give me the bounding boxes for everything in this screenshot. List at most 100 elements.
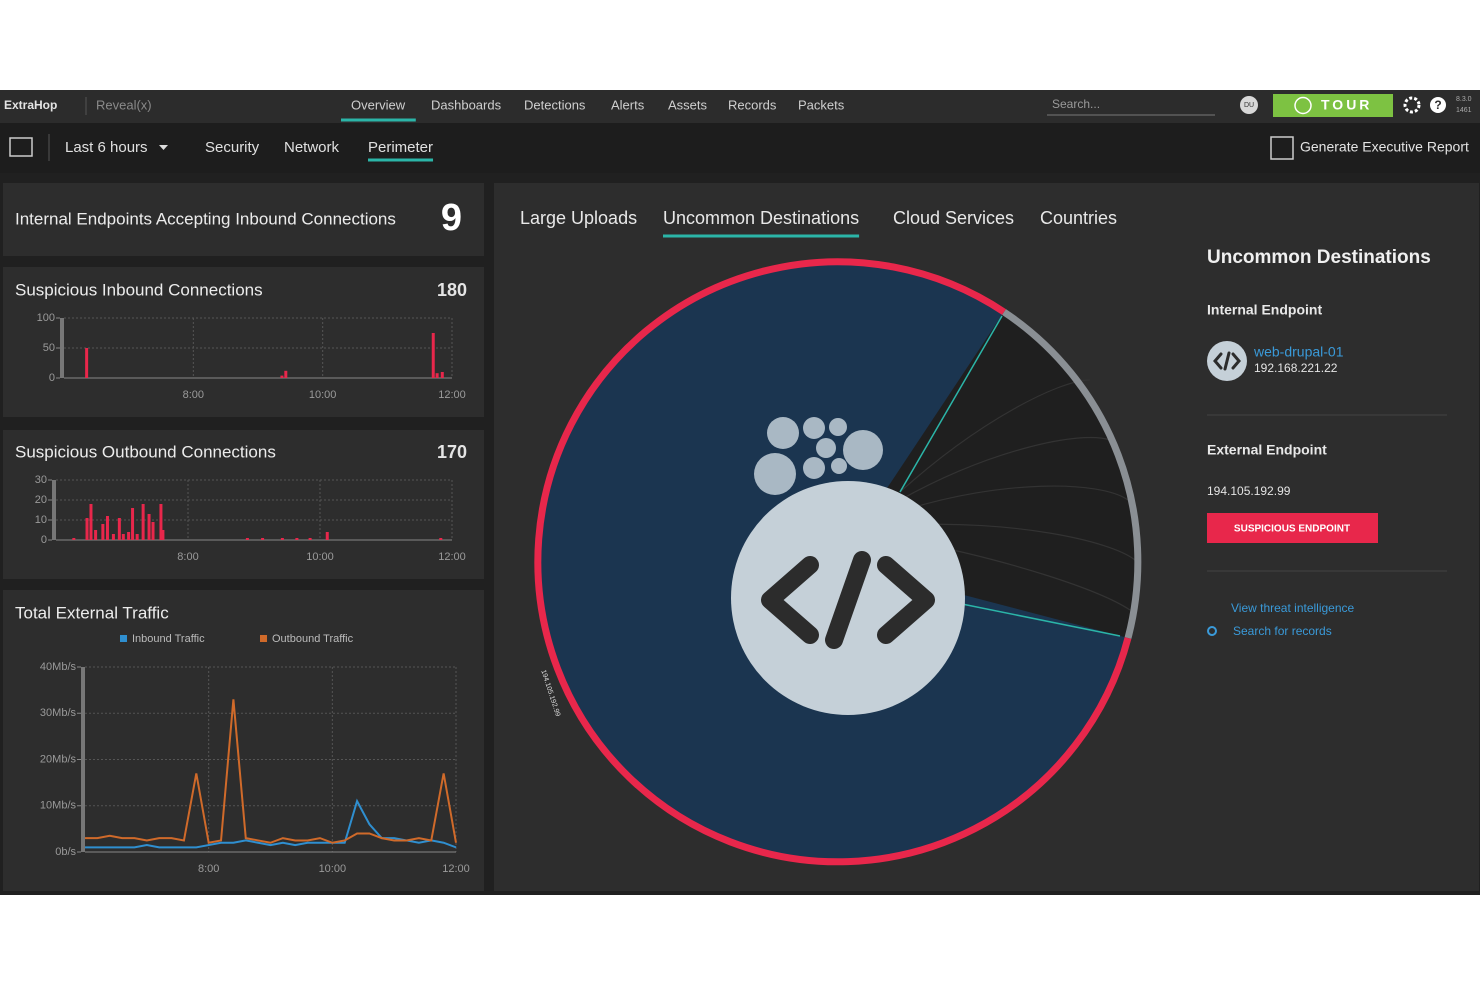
y-tick-label: 10 (35, 514, 47, 526)
bar (431, 333, 435, 378)
build: 1461 (1456, 107, 1472, 114)
panel (3, 430, 484, 579)
version: 8.3.0 (1456, 96, 1472, 103)
tab[interactable]: Large Uploads (520, 208, 637, 228)
badge (1207, 513, 1378, 543)
y-tick-label: 10Mb/s (40, 800, 77, 812)
threat-link[interactable]: View threat intelligence (1231, 601, 1355, 615)
avatar[interactable] (1240, 96, 1258, 114)
y-tick-label: 20 (35, 494, 47, 506)
y-axis (60, 318, 64, 378)
bar (135, 534, 139, 540)
bar (141, 504, 145, 540)
device-icons (754, 417, 883, 495)
bar (101, 524, 105, 540)
settings-icon[interactable] (1403, 96, 1421, 114)
x-tick-label: 10:00 (319, 863, 347, 875)
help-glyph: ? (1434, 98, 1441, 112)
big-number: 9 (441, 197, 462, 239)
bar (147, 514, 151, 540)
records-link[interactable]: Search for records (1233, 624, 1332, 638)
bar (127, 532, 131, 540)
legend-swatch (260, 635, 267, 642)
bar (151, 522, 155, 540)
nav-item[interactable]: Detections (524, 97, 586, 112)
bar (89, 504, 93, 540)
time-selector[interactable]: Last 6 hours (65, 139, 148, 156)
bar (111, 534, 115, 540)
nav-item[interactable]: Records (728, 97, 777, 112)
search[interactable]: Search... (1052, 97, 1100, 111)
y-tick-label: 0 (41, 534, 47, 546)
x-tick-label: 10:00 (306, 551, 334, 563)
report-icon[interactable] (1270, 136, 1294, 160)
nav-item[interactable]: Dashboards (431, 97, 502, 112)
avatar-text: DU (1244, 102, 1254, 109)
panel-title: Suspicious Outbound Connections (15, 442, 276, 461)
panel-title: Total External Traffic (15, 603, 169, 622)
bar (280, 538, 284, 540)
bar (284, 370, 288, 378)
bar (159, 504, 163, 540)
bar (121, 534, 125, 540)
brand[interactable]: ExtraHop (4, 98, 57, 112)
section-label: External Endpoint (1207, 442, 1327, 458)
bar (131, 508, 135, 540)
bar (439, 538, 443, 540)
search-icon (1207, 626, 1217, 636)
panel-total: 180 (437, 280, 467, 300)
tab[interactable]: Cloud Services (893, 208, 1014, 228)
bar (161, 530, 165, 540)
chord-edge (961, 603, 1121, 637)
line (85, 798, 457, 849)
tour-icon (1294, 96, 1312, 115)
bar (85, 518, 89, 540)
product: Reveal(x) (96, 97, 152, 112)
sidebar-icon[interactable] (9, 137, 33, 157)
details-title: Uncommon Destinations (1207, 247, 1431, 268)
bar (325, 532, 329, 540)
bar (85, 348, 89, 378)
sub-tab[interactable]: Perimeter (368, 139, 433, 156)
sub-tab[interactable]: Network (284, 139, 340, 156)
other-arc (1002, 309, 1142, 639)
legend-label: Inbound Traffic (132, 633, 205, 645)
bar (94, 530, 98, 540)
nav-item[interactable]: Alerts (611, 97, 645, 112)
chord-lines (899, 379, 1136, 611)
chord-edge (899, 315, 1003, 493)
badge-label: SUSPICIOUS ENDPOINT (1234, 524, 1350, 535)
tour-label: TOUR (1321, 97, 1372, 113)
bar (261, 538, 265, 540)
bar (295, 538, 299, 540)
tab[interactable]: Countries (1040, 208, 1117, 228)
report-link[interactable]: Generate Executive Report (1300, 139, 1469, 155)
y-tick-label: 30 (35, 474, 47, 486)
nav-items: Overview Dashboards Detections Alerts As… (351, 97, 845, 112)
tour-button[interactable] (1273, 94, 1393, 117)
code-icon (1213, 351, 1241, 371)
y-tick-label: 0 (49, 372, 55, 384)
help-icon[interactable] (1430, 97, 1446, 113)
bar (117, 518, 121, 540)
section-label: Internal Endpoint (1207, 302, 1322, 318)
nav-item[interactable]: Assets (668, 97, 708, 112)
bar (280, 375, 284, 378)
x-tick-label: 8:00 (177, 551, 198, 563)
legend-label: Outbound Traffic (272, 633, 354, 645)
y-axis (81, 667, 85, 852)
bar (105, 516, 109, 540)
sub-tab[interactable]: Security (205, 139, 260, 156)
bar (72, 538, 76, 540)
panel (3, 183, 484, 256)
legend-swatch (120, 635, 127, 642)
endpoint-link[interactable]: web-drupal-01 (1253, 344, 1344, 360)
nav-item[interactable]: Packets (798, 97, 845, 112)
y-tick-label: 50 (43, 342, 55, 354)
y-tick-label: 20Mb/s (40, 753, 77, 765)
line (85, 699, 457, 844)
sub-tabs: Security Network Perimeter (205, 139, 433, 156)
code-icon (761, 551, 935, 649)
tab[interactable]: Uncommon Destinations (663, 208, 859, 228)
nav-item[interactable]: Overview (351, 97, 406, 112)
